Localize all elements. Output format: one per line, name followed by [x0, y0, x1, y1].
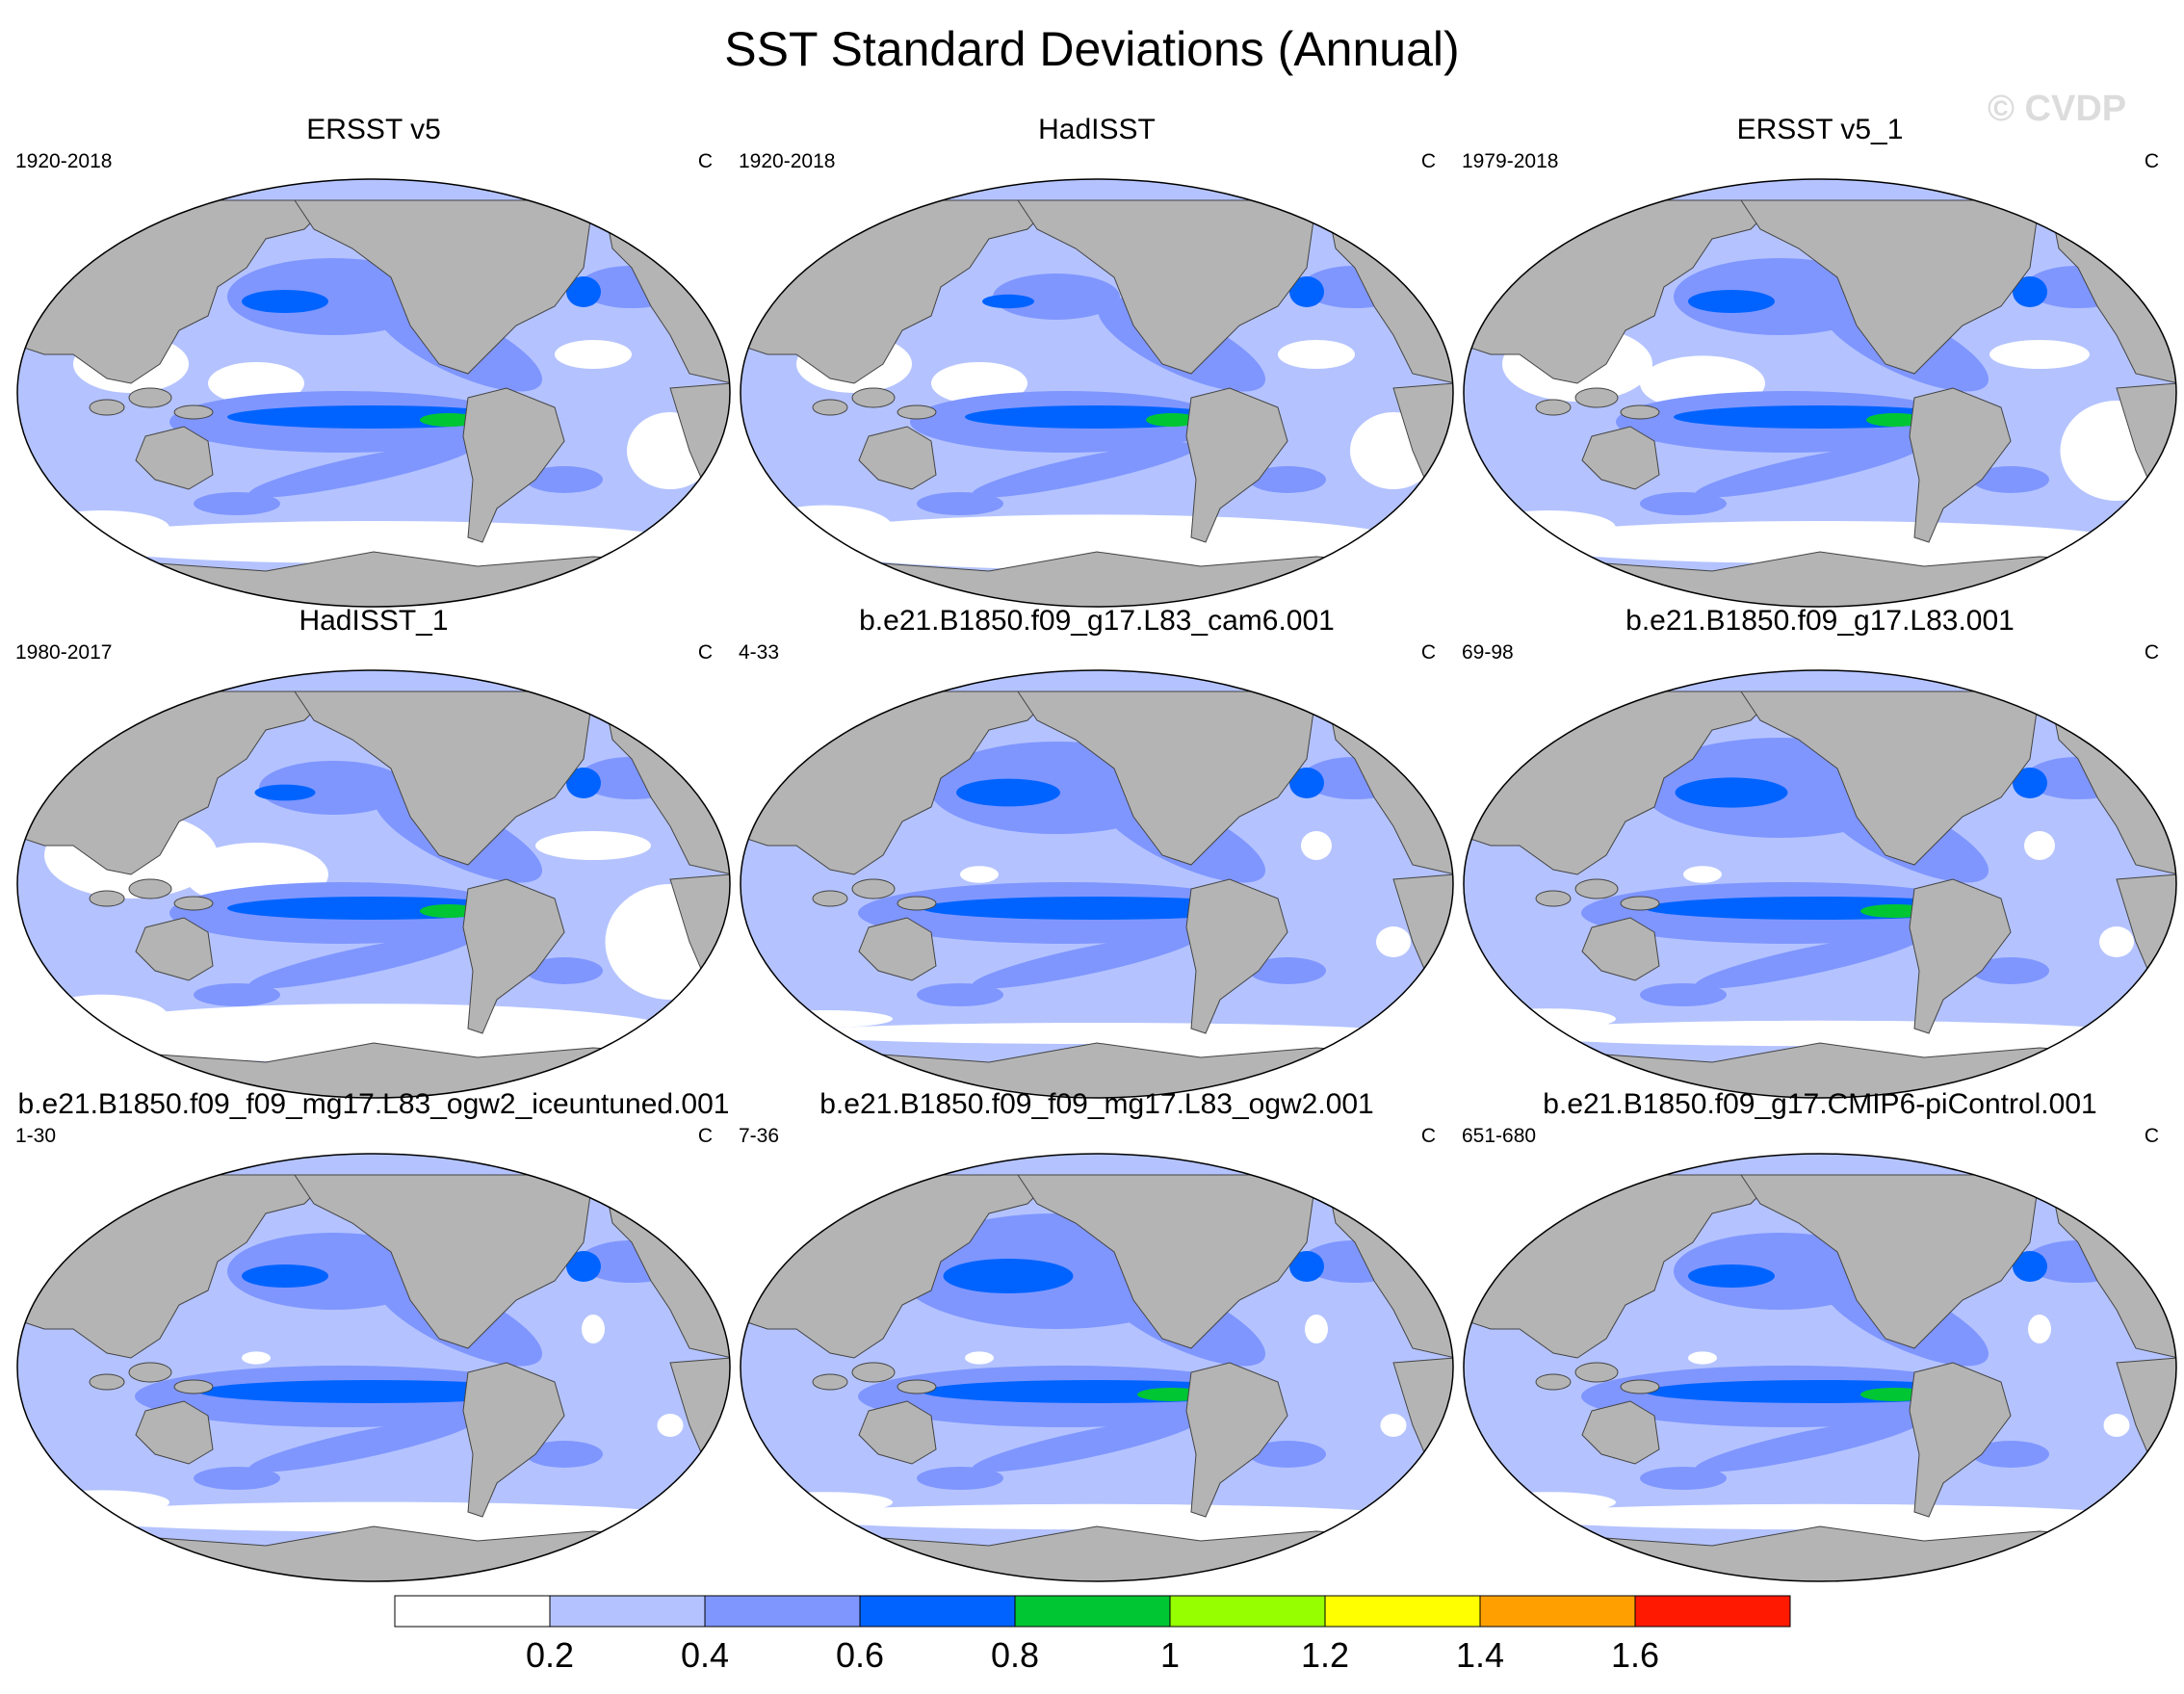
sst-map	[16, 669, 731, 1099]
panel-period: 1920-2018	[15, 150, 113, 172]
panel-title: b.e21.B1850.f09_g17.CMIP6-piControl.001	[1543, 1088, 2097, 1120]
map-panel: b.e21.B1850.f09_g17.L83_cam6.001 4-33 C	[739, 605, 1455, 1125]
panel-units: C	[2144, 1125, 2159, 1147]
panel-period: 7-36	[739, 1125, 780, 1147]
colorbar-label: 0.4	[681, 1635, 729, 1675]
sst-map	[740, 178, 1454, 608]
colorbar-swatch	[1169, 1595, 1326, 1628]
panel-title: b.e21.B1850.f09_g17.L83.001	[1625, 605, 2015, 637]
panel-units: C	[2144, 641, 2159, 664]
panel-period: 1979-2018	[1462, 150, 1559, 172]
colorbar-swatch	[1014, 1595, 1171, 1628]
panel-title: ERSST v5_1	[1736, 114, 1904, 145]
sst-map	[1463, 1153, 2177, 1582]
map-panel: ERSST v5_1 1979-2018 C	[1462, 114, 2178, 634]
panel-title: HadISST_1	[299, 605, 449, 637]
panel-units: C	[1420, 150, 1436, 172]
figure-title: SST Standard Deviations (Annual)	[724, 22, 1460, 76]
panel-period: 69-98	[1462, 641, 1514, 664]
map-panel: b.e21.B1850.f09_f09_mg17.L83_ogw2_iceunt…	[15, 1088, 732, 1608]
colorbar-swatch	[1324, 1595, 1481, 1628]
panel-period: 1-30	[15, 1125, 57, 1147]
panel-title: b.e21.B1850.f09_f09_mg17.L83_ogw2.001	[819, 1088, 1374, 1120]
sst-map	[1463, 178, 2177, 608]
sst-map	[740, 669, 1454, 1099]
colorbar-swatch	[859, 1595, 1016, 1628]
colorbar-label: 1.2	[1301, 1635, 1349, 1675]
colorbar-swatch	[704, 1595, 861, 1628]
sst-map	[16, 1153, 731, 1582]
colorbar-label: 0.8	[991, 1635, 1039, 1675]
panel-title: b.e21.B1850.f09_f09_mg17.L83_ogw2_iceunt…	[17, 1088, 730, 1120]
sst-map	[1463, 669, 2177, 1099]
panel-units: C	[1420, 641, 1436, 664]
colorbar-label: 1	[1160, 1635, 1180, 1675]
colorbar-swatch	[1634, 1595, 1791, 1628]
colorbar-swatch	[394, 1595, 551, 1628]
map-panel: ERSST v5 1920-2018 C	[15, 114, 732, 634]
colorbar-label: 0.2	[526, 1635, 574, 1675]
panel-period: 1980-2017	[15, 641, 113, 664]
map-panel: b.e21.B1850.f09_g17.CMIP6-piControl.001 6…	[1462, 1088, 2178, 1608]
panel-title: ERSST v5	[306, 114, 441, 145]
panel-units: C	[697, 641, 713, 664]
colorbar: 0.2 0.4 0.6 0.8 1 1.2 1.4 1.6	[394, 1595, 1791, 1675]
map-panel: b.e21.B1850.f09_g17.L83.001 69-98 C	[1462, 605, 2178, 1125]
panel-title: HadISST	[1038, 114, 1156, 145]
panel-units: C	[1420, 1125, 1436, 1147]
panel-period: 1920-2018	[739, 150, 836, 172]
panel-period: 4-33	[739, 641, 780, 664]
watermark: © CVDP	[1988, 89, 2127, 129]
panel-units: C	[697, 1125, 713, 1147]
map-panel: HadISST_1 1980-2017 C	[15, 605, 732, 1125]
map-panel: HadISST 1920-2018 C	[739, 114, 1455, 634]
colorbar-swatch	[1479, 1595, 1636, 1628]
panel-units: C	[697, 150, 713, 172]
colorbar-label: 0.6	[836, 1635, 884, 1675]
sst-map	[740, 1153, 1454, 1582]
colorbar-swatch	[549, 1595, 706, 1628]
sst-map	[16, 178, 731, 608]
panel-units: C	[2144, 150, 2159, 172]
panel-title: b.e21.B1850.f09_g17.L83_cam6.001	[859, 605, 1335, 637]
colorbar-label: 1.4	[1456, 1635, 1504, 1675]
colorbar-label: 1.6	[1611, 1635, 1659, 1675]
map-panel: b.e21.B1850.f09_f09_mg17.L83_ogw2.001 7-3…	[739, 1088, 1455, 1608]
panel-period: 651-680	[1462, 1125, 1537, 1147]
